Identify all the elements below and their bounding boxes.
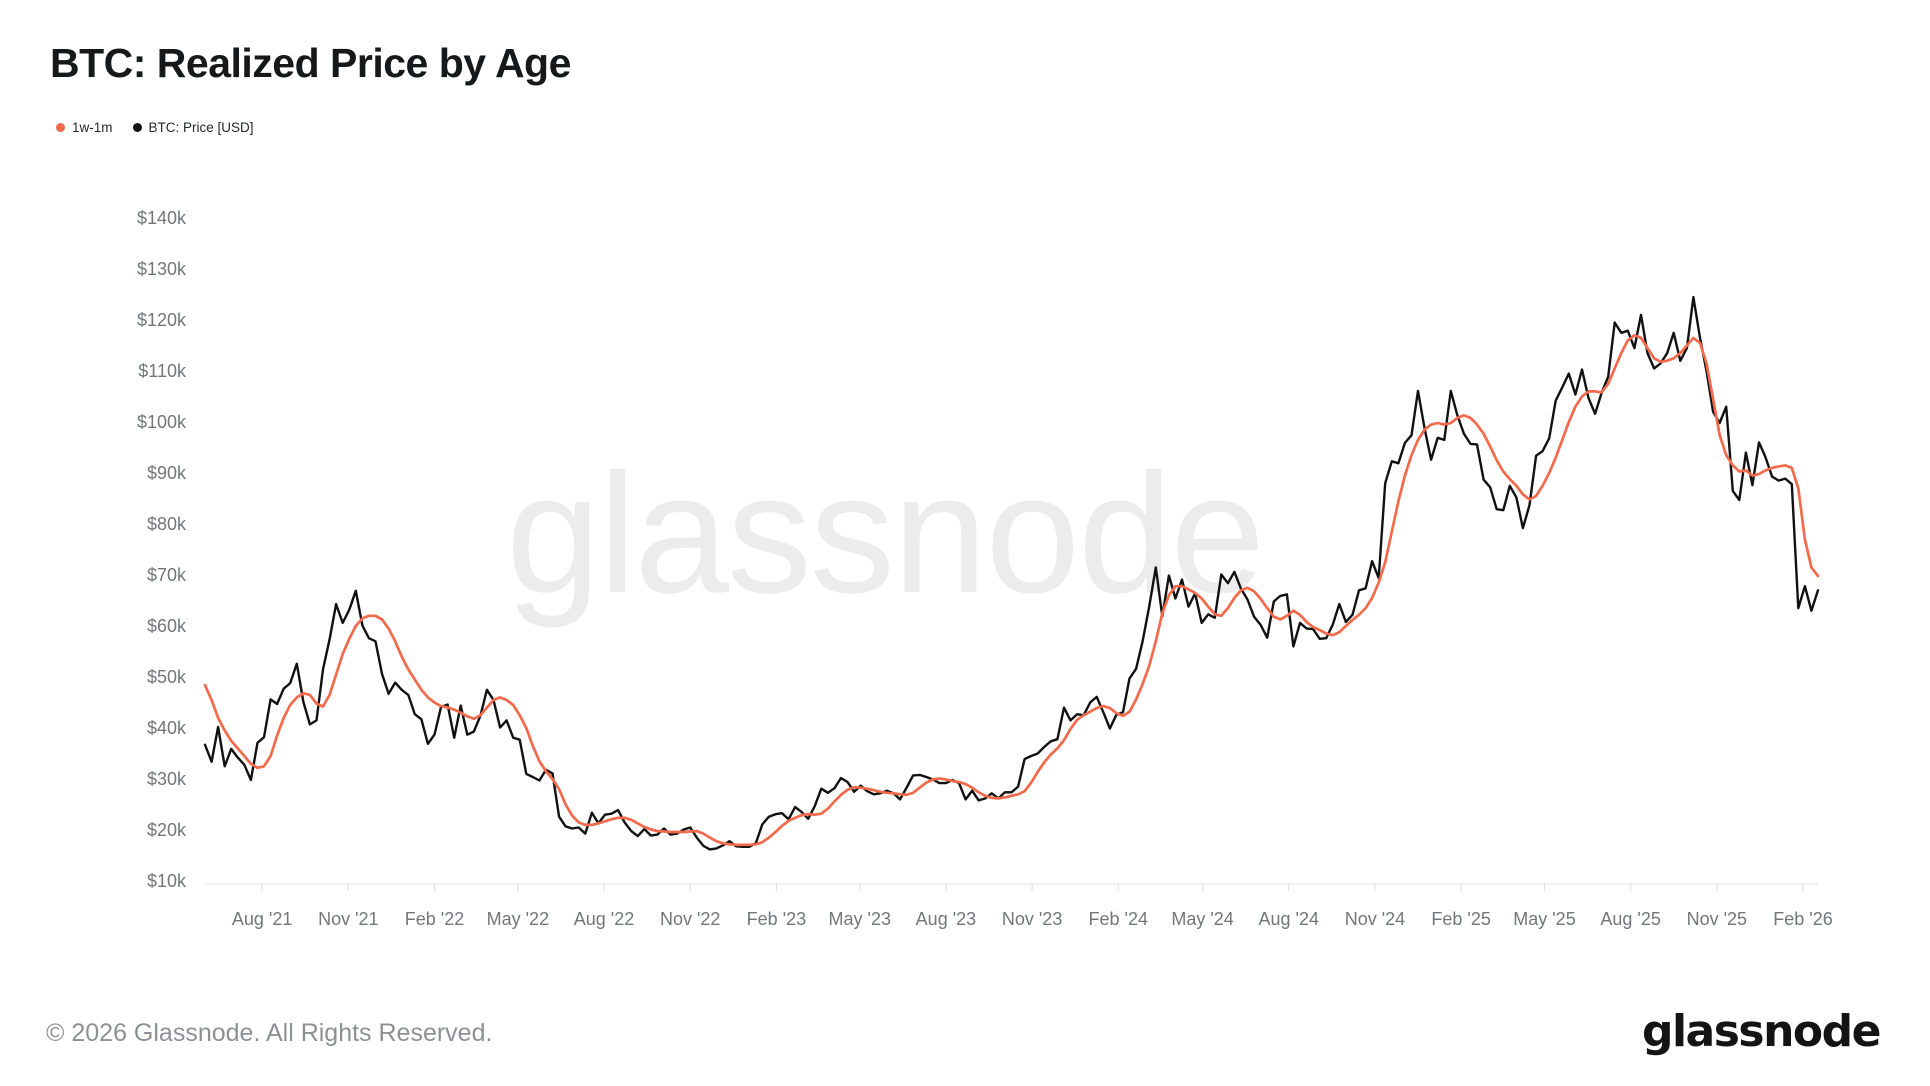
y-tick-label-7: $80k	[147, 514, 187, 534]
series-line-1w-1m[interactable]	[203, 333, 1820, 847]
x-tick-label-0: Aug '21	[232, 909, 293, 929]
y-tick-label-8: $90k	[147, 463, 187, 483]
x-tick-label-11: May '24	[1171, 909, 1233, 929]
glassnode-logo[interactable]: glassnode	[1641, 1006, 1882, 1057]
series-line-btc-price-usd-[interactable]	[203, 295, 1820, 851]
x-tick-label-12: Aug '24	[1259, 909, 1320, 929]
x-tick-label-16: Aug '25	[1600, 909, 1661, 929]
x-tick-label-15: May '25	[1513, 909, 1575, 929]
x-tick-label-7: May '23	[829, 909, 891, 929]
y-tick-label-2: $30k	[147, 769, 187, 789]
y-tick-label-9: $100k	[137, 412, 187, 432]
y-tick-label-0: $10k	[147, 871, 187, 891]
x-tick-label-14: Feb '25	[1431, 909, 1490, 929]
x-tick-label-6: Feb '23	[747, 909, 806, 929]
x-tick-label-4: Aug '22	[574, 909, 635, 929]
x-tick-label-8: Aug '23	[916, 909, 977, 929]
y-tick-label-12: $130k	[137, 259, 187, 279]
y-tick-label-3: $40k	[147, 718, 187, 738]
x-tick-label-3: May '22	[487, 909, 549, 929]
page-title: BTC: Realized Price by Age	[50, 40, 571, 86]
legend-label-btc-price: BTC: Price [USD]	[148, 120, 254, 135]
x-tick-label-13: Nov '24	[1345, 909, 1405, 929]
y-tick-label-5: $60k	[147, 616, 187, 636]
legend-item-1w-1m[interactable]: 1w-1m	[56, 120, 113, 135]
y-tick-label-4: $50k	[147, 667, 187, 687]
x-tick-label-2: Feb '22	[405, 909, 464, 929]
legend-swatch-1w-1m	[56, 123, 65, 132]
legend-label-1w-1m: 1w-1m	[72, 120, 113, 135]
y-tick-label-1: $20k	[147, 820, 187, 840]
y-tick-label-13: $140k	[137, 208, 187, 228]
x-tick-label-9: Nov '23	[1002, 909, 1062, 929]
x-tick-label-10: Feb '24	[1089, 909, 1148, 929]
x-tick-label-18: Feb '26	[1773, 909, 1832, 929]
y-tick-label-6: $70k	[147, 565, 187, 585]
glassnode-watermark: glassnode	[506, 439, 1263, 629]
chart-legend: 1w-1m BTC: Price [USD]	[56, 120, 254, 135]
x-tick-label-5: Nov '22	[660, 909, 720, 929]
legend-swatch-btc-price	[132, 123, 142, 132]
y-tick-label-11: $120k	[137, 310, 187, 330]
legend-item-btc-price[interactable]: BTC: Price [USD]	[132, 120, 254, 135]
y-tick-label-10: $110k	[138, 361, 187, 381]
x-tick-label-1: Nov '21	[318, 909, 378, 929]
copyright-text: © 2026 Glassnode. All Rights Reserved.	[46, 1019, 493, 1047]
x-tick-label-17: Nov '25	[1687, 909, 1747, 929]
